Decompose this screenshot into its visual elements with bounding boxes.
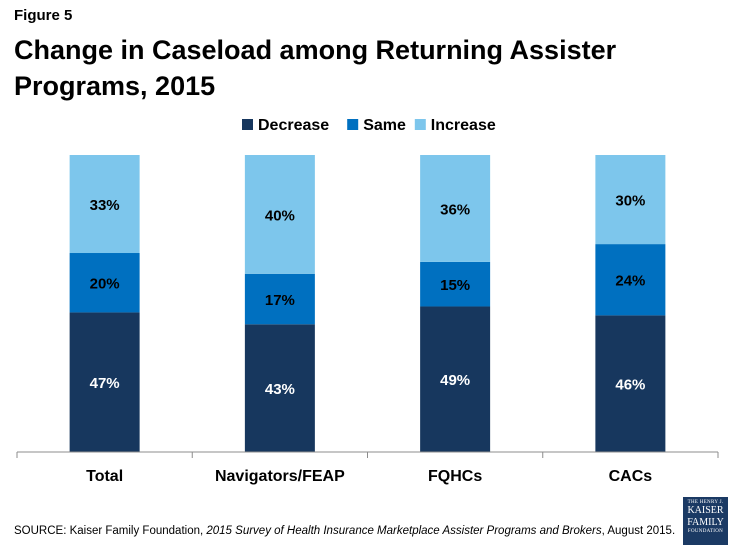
- data-label-total-decrease: 47%: [90, 375, 120, 392]
- legend-label-increase: Increase: [431, 117, 496, 134]
- source-note: SOURCE: Kaiser Family Foundation, 2015 S…: [14, 525, 675, 537]
- legend-swatch-increase: [414, 119, 426, 130]
- data-label-total-same: 20%: [90, 276, 120, 293]
- x-tick-label: FQHCs: [428, 468, 482, 485]
- kff-logo: THE HENRY J. KAISER FAMILY FOUNDATION: [683, 497, 728, 545]
- bar-cacs-decrease: [595, 315, 666, 452]
- data-label-total-increase: 33%: [90, 197, 120, 214]
- bar-navigators-feap-same: [244, 273, 315, 325]
- legend-label-decrease: Decrease: [258, 117, 329, 134]
- bar-navigators-feap-increase: [244, 155, 315, 274]
- data-label-cacs-same: 24%: [615, 273, 645, 290]
- legend-swatch-decrease: [242, 119, 253, 130]
- bar-fqhcs-same: [420, 261, 491, 307]
- data-label-fqhcs-same: 15%: [440, 277, 470, 294]
- legend-label-same: Same: [363, 117, 406, 134]
- data-label-fqhcs-increase: 36%: [440, 201, 470, 218]
- data-label-cacs-decrease: 46%: [615, 377, 645, 394]
- bar-fqhcs-decrease: [420, 306, 491, 452]
- figure-label: Figure 5: [14, 7, 73, 24]
- bar-navigators-feap-decrease: [244, 324, 315, 452]
- data-label-navigators-feap-same: 17%: [265, 292, 295, 309]
- source-italic: 2015 Survey of Health Insurance Marketpl…: [206, 525, 602, 537]
- bar-total-decrease: [69, 312, 140, 452]
- bar-cacs-increase: [595, 155, 666, 245]
- bar-cacs-same: [595, 244, 666, 316]
- data-label-cacs-increase: 30%: [615, 193, 645, 210]
- logo-line-4: FOUNDATION: [687, 529, 724, 534]
- logo-line-2: KAISER: [687, 505, 724, 516]
- data-label-navigators-feap-decrease: 43%: [265, 381, 295, 398]
- bar-total-increase: [69, 155, 140, 254]
- bar-fqhcs-increase: [420, 155, 491, 262]
- bar-total-same: [69, 253, 140, 313]
- stacked-bar-chart: Decrease Same Increase 47% 20% 33% Total 43% 17%…: [16, 117, 719, 485]
- logo-line-3: FAMILY: [687, 517, 724, 528]
- x-tick-label: Total: [86, 468, 123, 485]
- logo-line-1: THE HENRY J.: [687, 500, 724, 505]
- data-label-navigators-feap-increase: 40%: [265, 207, 295, 224]
- legend-swatch-same: [347, 119, 359, 130]
- x-tick-label: Navigators/FEAP: [215, 468, 345, 485]
- data-label-fqhcs-decrease: 49%: [440, 372, 470, 389]
- chart-title: Change in Caseload among Returning Assis…: [14, 35, 617, 101]
- source-prefix: SOURCE: Kaiser Family Foundation,: [14, 525, 207, 537]
- x-tick-label: CACs: [609, 468, 653, 485]
- source-suffix: , August 2015.: [601, 525, 676, 537]
